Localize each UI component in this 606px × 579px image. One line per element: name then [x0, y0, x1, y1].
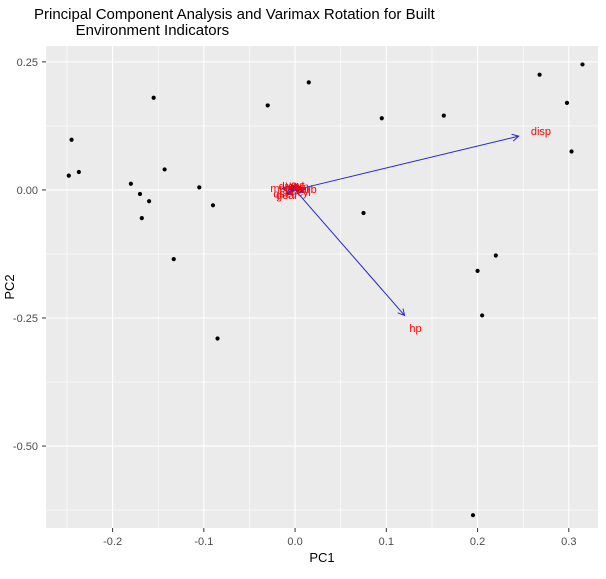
data-point — [128, 181, 133, 186]
data-point — [151, 95, 156, 100]
data-point — [215, 336, 220, 341]
loading-arrow — [294, 189, 404, 315]
y-tick-label: 0.00 — [17, 185, 38, 197]
plot-panel — [46, 46, 598, 528]
data-point — [306, 80, 311, 85]
data-point — [470, 513, 476, 518]
axis-ticks — [42, 61, 570, 532]
data-point — [537, 72, 542, 77]
data-point — [171, 256, 176, 262]
data-point — [569, 149, 574, 154]
y-tick-label: 0.25 — [17, 57, 38, 69]
data-point — [361, 210, 366, 216]
loading-label: mpg — [270, 183, 291, 195]
x-tick-label: -0.2 — [103, 536, 122, 548]
data-point — [66, 173, 71, 178]
loading-label: carb — [295, 184, 316, 196]
data-points — [66, 62, 585, 518]
loading-label: vs — [286, 179, 298, 191]
data-point — [441, 113, 446, 118]
x-tick-label: -0.1 — [194, 536, 213, 548]
x-tick-label: 0.2 — [470, 536, 485, 548]
data-point — [139, 216, 144, 221]
major-gridlines — [46, 46, 598, 528]
data-point — [137, 191, 143, 197]
data-point — [480, 313, 485, 318]
x-axis-title: PC1 — [309, 550, 334, 565]
data-point — [564, 100, 570, 105]
data-point — [493, 253, 498, 258]
x-tick-label: 0.3 — [561, 536, 576, 548]
loading-arrow — [295, 189, 305, 190]
loading-label: am — [293, 182, 308, 194]
loading-label: drat — [279, 181, 298, 193]
loading-label: gear — [276, 190, 298, 202]
loading-label: hp — [409, 323, 421, 335]
loading-label: qsec — [273, 188, 297, 200]
data-point — [147, 199, 152, 204]
y-axis-title: PC2 — [2, 274, 17, 299]
data-point — [475, 268, 480, 273]
tick-labels: -0.2 -0.1 0.0 0.1 0.2 0.3 0.25 0.00 -0.25 -0.50 — [13, 57, 577, 548]
minor-gridlines — [46, 46, 598, 528]
data-point — [379, 116, 384, 121]
data-point — [76, 169, 81, 175]
chart-title: Principal Component Analysis and Varimax… — [34, 6, 435, 39]
loading-label: cyl — [297, 187, 310, 199]
y-tick-label: -0.25 — [13, 313, 38, 325]
data-point — [265, 103, 270, 108]
data-point — [162, 167, 167, 172]
loading-arrow — [288, 190, 296, 195]
loading-label: wt — [293, 180, 305, 192]
loading-label: disp — [531, 126, 551, 138]
loading-arrows — [282, 136, 518, 315]
loading-arrow — [294, 136, 519, 191]
data-point — [580, 62, 585, 67]
data-point — [69, 137, 74, 142]
data-point — [197, 185, 202, 190]
data-point — [210, 203, 216, 208]
x-tick-label: 0.1 — [379, 536, 394, 548]
y-tick-label: -0.50 — [13, 441, 38, 453]
x-tick-label: 0.0 — [287, 536, 302, 548]
